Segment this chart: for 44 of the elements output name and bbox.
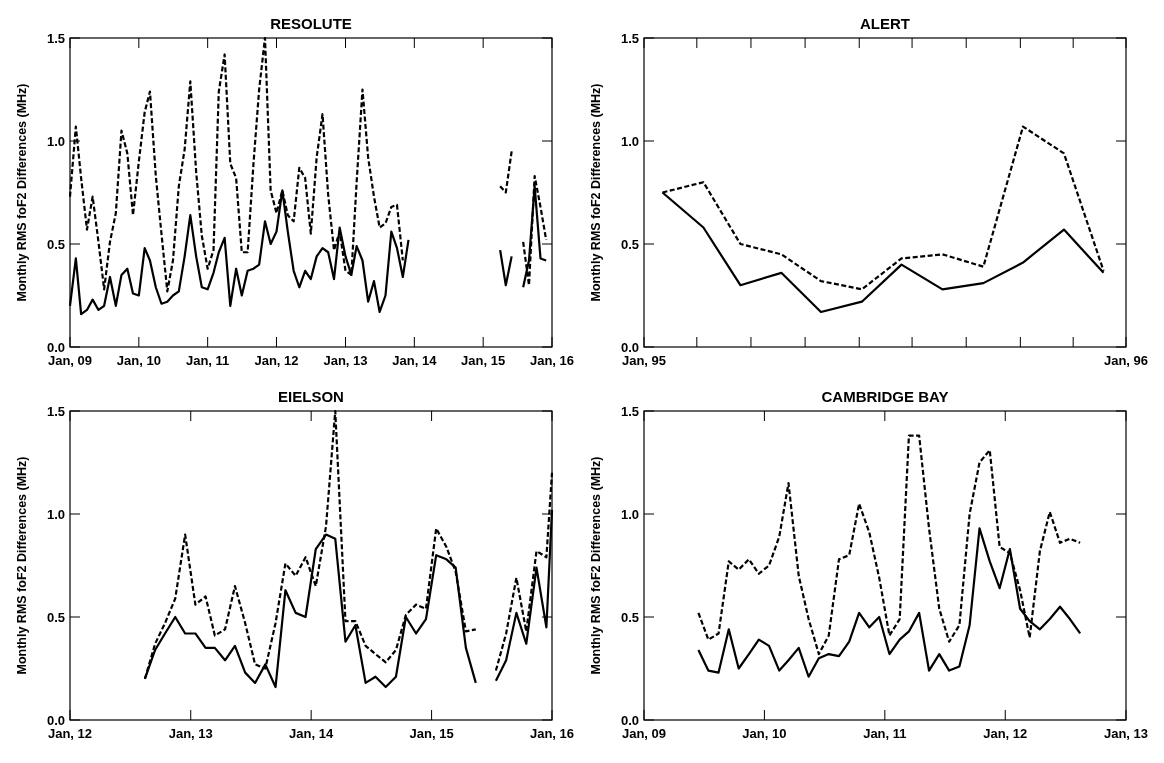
- y-tick-label: 0.5: [46, 236, 65, 252]
- x-tick-label: Jan, 11: [185, 353, 230, 368]
- y-axis-title: Monthly RMS foF2 Differences (MHz): [589, 456, 603, 675]
- x-tick-label: Jan, 16: [529, 726, 575, 741]
- y-axis-title: Monthly RMS foF2 Differences (MHz): [589, 83, 603, 302]
- x-tick-label: Jan, 10: [742, 726, 787, 741]
- y-tick-label: 1.0: [620, 133, 639, 149]
- x-tick-label: Jan, 14: [289, 726, 334, 741]
- x-tick-label: Jan, 13: [1103, 726, 1149, 741]
- x-tick-label: Jan, 15: [461, 353, 506, 368]
- y-tick-label: 0.5: [46, 609, 65, 625]
- y-tick-label: 1.0: [46, 506, 65, 522]
- y-tick-label: 1.5: [46, 30, 65, 46]
- x-tick-label: Jan, 09: [47, 353, 93, 368]
- y-tick-label: 1.0: [620, 506, 639, 522]
- y-tick-label: 1.0: [46, 133, 65, 149]
- x-tick-label: Jan, 12: [47, 726, 93, 741]
- x-tick-label: Jan, 96: [1103, 353, 1149, 368]
- y-axis-title: Monthly RMS foF2 Differences (MHz): [15, 456, 29, 675]
- y-tick-label: 0.0: [46, 712, 65, 728]
- x-tick-label: Jan, 12: [983, 726, 1028, 741]
- chart-title: ALERT: [860, 15, 910, 32]
- y-tick-label: 0.5: [620, 236, 639, 252]
- x-tick-label: Jan, 95: [621, 353, 667, 368]
- chart-title: EIELSON: [278, 388, 344, 405]
- x-tick-label: Jan, 09: [621, 726, 667, 741]
- y-tick-label: 0.0: [620, 712, 639, 728]
- x-tick-label: Jan, 16: [529, 353, 575, 368]
- y-tick-label: 0.0: [46, 339, 65, 355]
- y-tick-label: 1.5: [46, 403, 65, 419]
- y-axis-title: Monthly RMS foF2 Differences (MHz): [15, 83, 29, 302]
- x-tick-label: Jan, 11: [863, 726, 907, 741]
- y-tick-label: 1.5: [620, 30, 639, 46]
- x-tick-label: Jan, 10: [116, 353, 161, 368]
- chart-title: RESOLUTE: [270, 15, 352, 32]
- x-tick-label: Jan, 13: [323, 353, 368, 368]
- x-tick-label: Jan, 14: [392, 353, 438, 368]
- x-tick-label: Jan, 12: [254, 353, 299, 368]
- chart-title: CAMBRIDGE BAY: [821, 388, 949, 405]
- x-tick-label: Jan, 15: [409, 726, 454, 741]
- y-tick-label: 0.5: [620, 609, 639, 625]
- y-tick-label: 1.5: [620, 403, 639, 419]
- y-tick-label: 0.0: [620, 339, 639, 355]
- x-tick-label: Jan, 13: [168, 726, 213, 741]
